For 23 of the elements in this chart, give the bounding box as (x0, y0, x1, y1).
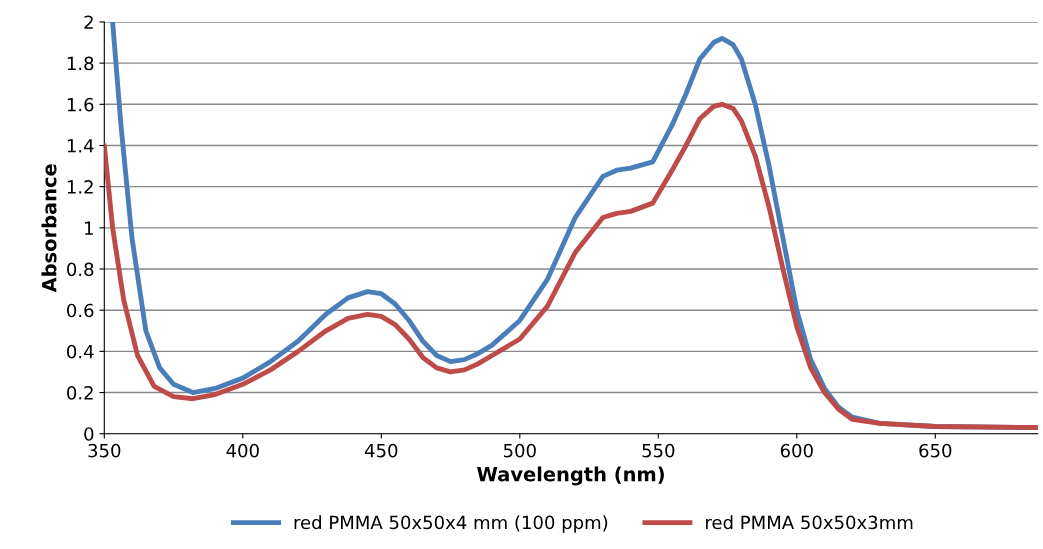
y-tick-label: 1.8 (67, 56, 94, 71)
y-tick-label: 1.6 (67, 97, 94, 112)
legend-label: red PMMA 50x50x4 mm (100 ppm) (294, 515, 608, 533)
x-tick-label: 650 (919, 443, 952, 458)
y-tick-label: 0.4 (67, 344, 94, 359)
x-tick-label: 400 (226, 443, 259, 458)
y-tick-label: 0.8 (67, 262, 94, 277)
x-tick-label: 550 (642, 443, 675, 458)
y-tick-label: 2 (84, 15, 93, 29)
y-tick-label: 1.4 (67, 139, 94, 153)
x-tick-label: 350 (88, 443, 121, 458)
x-tick-label: 450 (364, 443, 398, 458)
line-series (104, 101, 1038, 430)
x-tick-label: 500 (503, 443, 536, 458)
y-tick-label: 0.2 (67, 385, 93, 400)
y-tick-label: 0 (84, 427, 94, 441)
y-axis-title: Absorbance (41, 164, 57, 293)
x-axis-title: Wavelength (nm) (477, 466, 664, 486)
y-tick-label: 1 (85, 221, 93, 235)
legend-label: red PMMA 50x50x3mm (706, 515, 913, 530)
x-tick-label: 600 (780, 443, 813, 458)
y-tick-label: 0.6 (67, 303, 94, 318)
y-tick-label: 1.2 (67, 180, 93, 194)
